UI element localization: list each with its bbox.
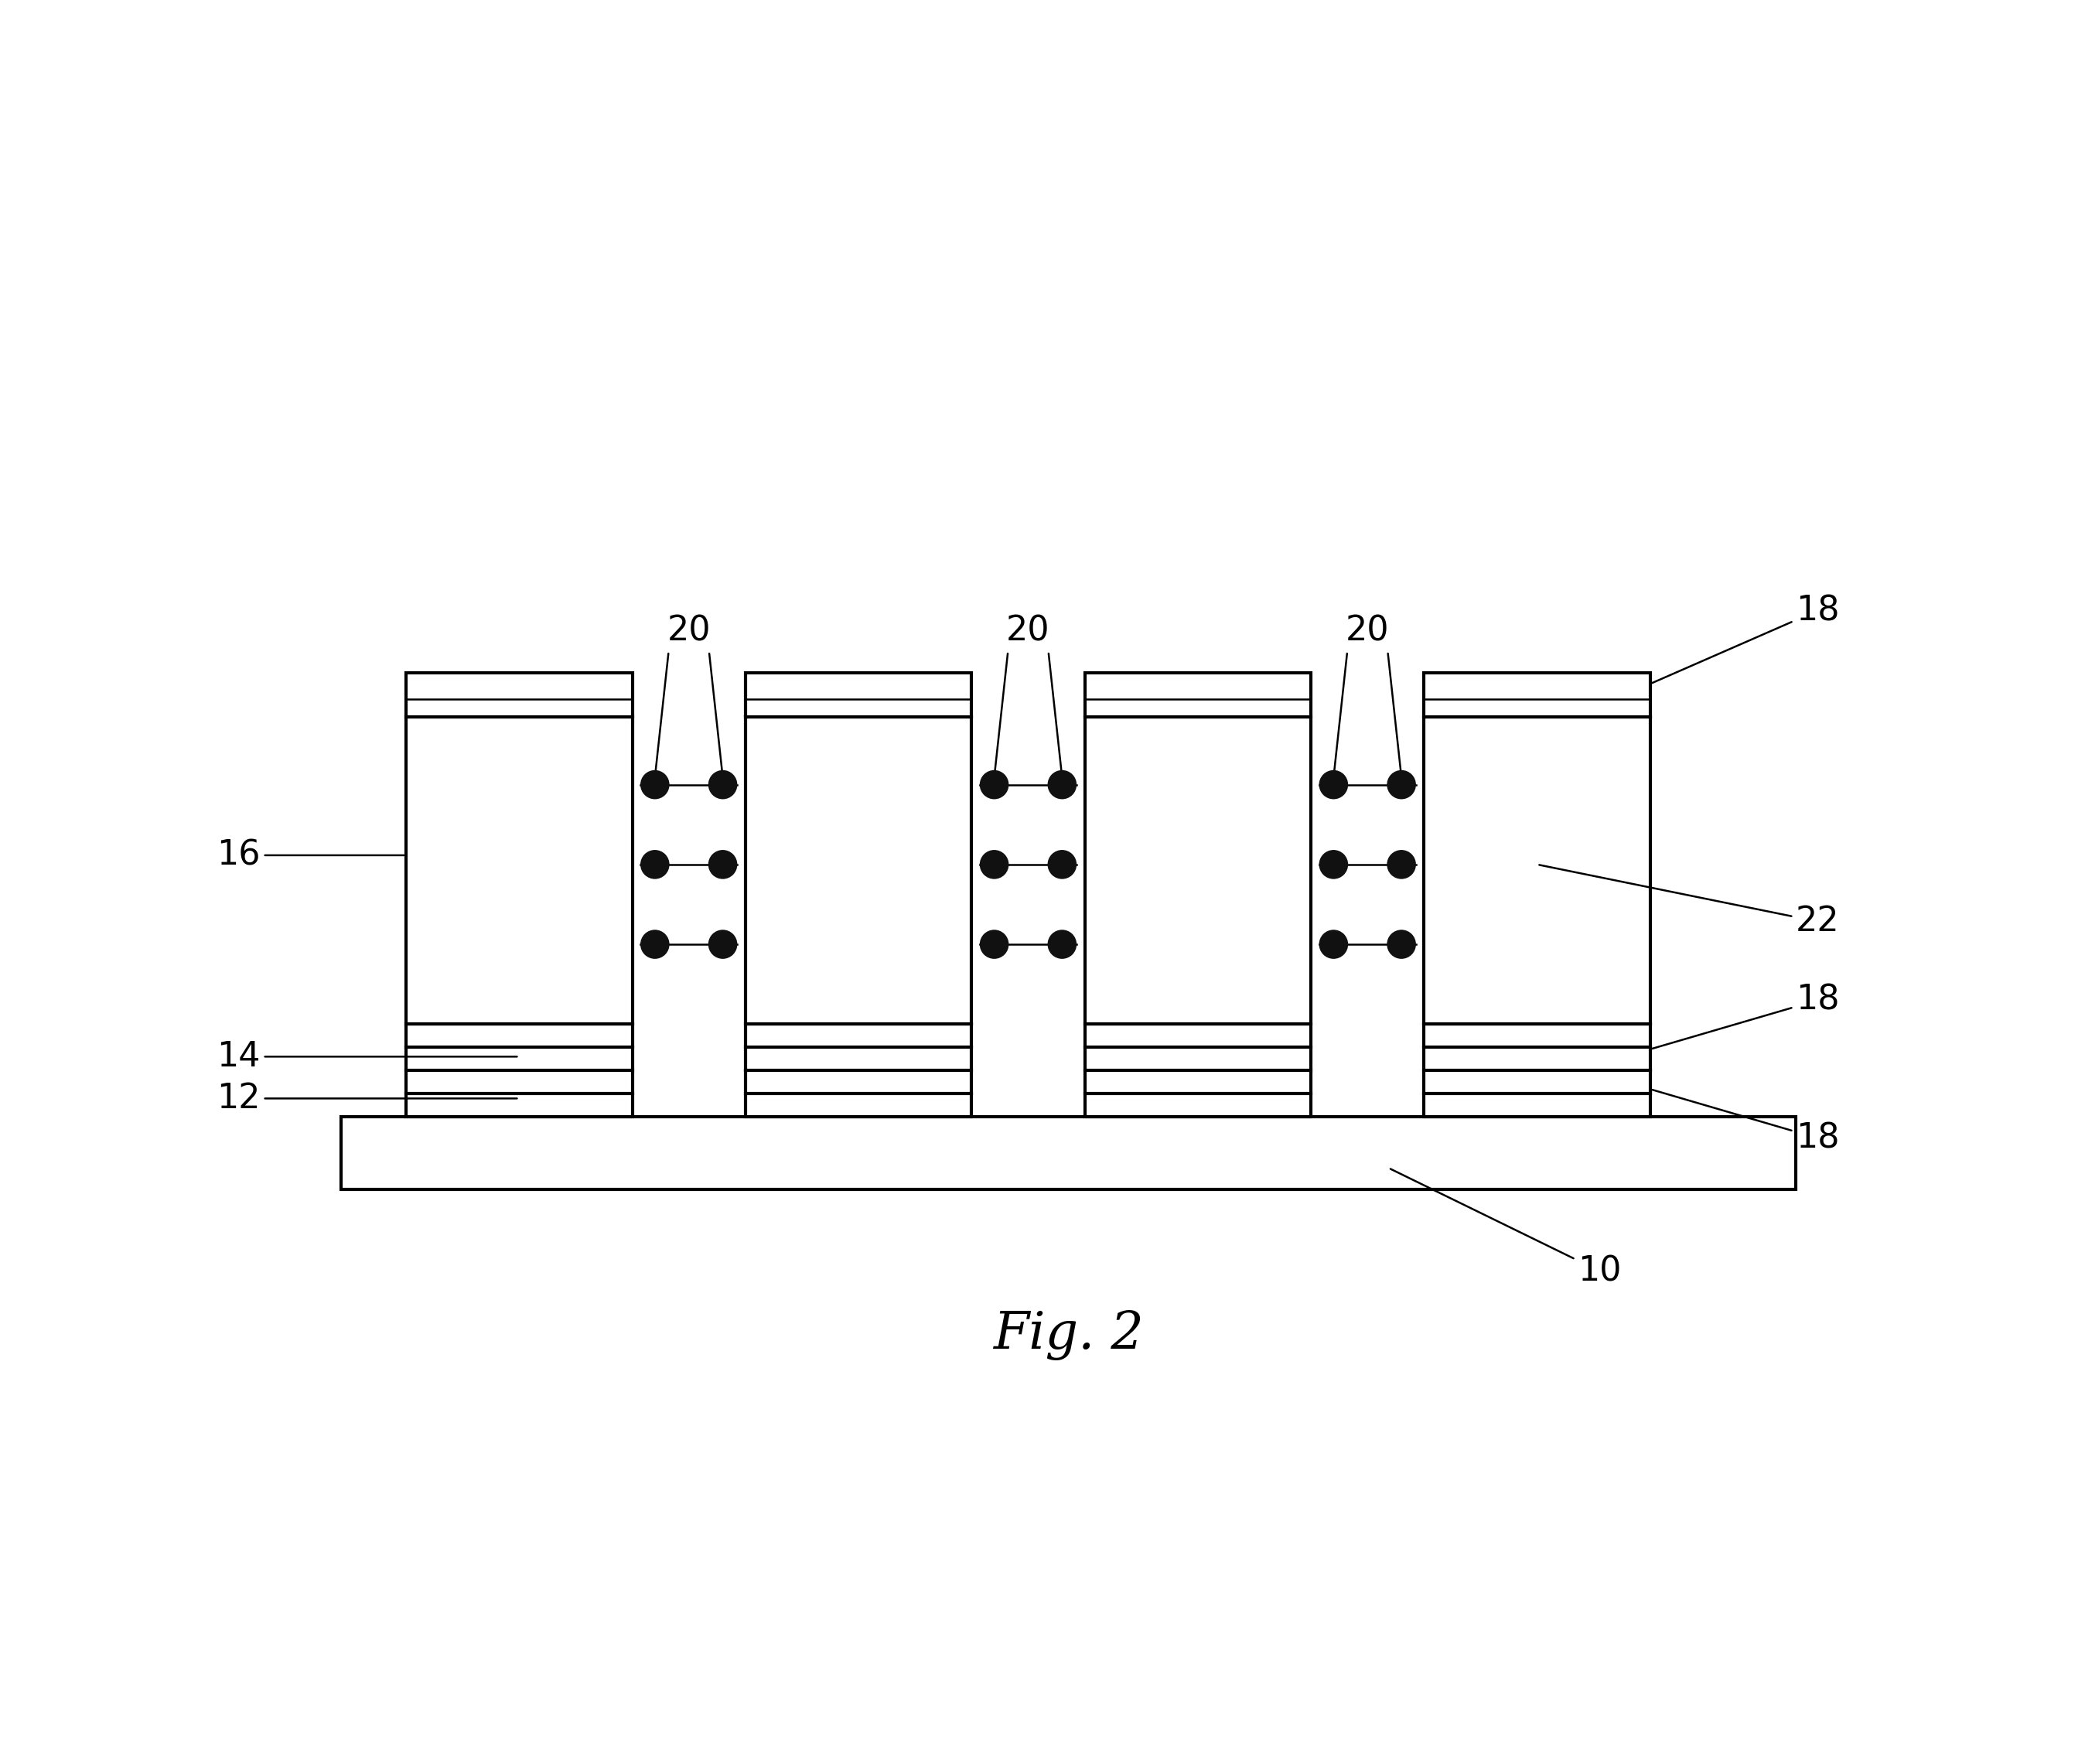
- Text: 20: 20: [1007, 614, 1051, 647]
- Circle shape: [1320, 850, 1349, 878]
- Circle shape: [709, 771, 738, 799]
- Text: 10: 10: [1391, 1170, 1622, 1288]
- Text: 16: 16: [217, 838, 404, 871]
- Text: Fig. 2: Fig. 2: [992, 1311, 1145, 1360]
- Text: 18: 18: [1651, 984, 1839, 1048]
- Bar: [1084, 1025, 1311, 1117]
- Bar: [1424, 718, 1651, 1025]
- Bar: [407, 718, 632, 1025]
- Circle shape: [1047, 850, 1076, 878]
- Circle shape: [1387, 771, 1416, 799]
- Text: 18: 18: [1651, 594, 1839, 683]
- Text: 20: 20: [667, 614, 711, 647]
- Circle shape: [980, 930, 1009, 960]
- Bar: [1084, 672, 1311, 718]
- Circle shape: [709, 930, 738, 960]
- Circle shape: [980, 850, 1009, 878]
- Circle shape: [640, 930, 669, 960]
- Circle shape: [1047, 771, 1076, 799]
- Circle shape: [1320, 930, 1349, 960]
- Circle shape: [640, 771, 669, 799]
- Circle shape: [640, 850, 669, 878]
- Bar: [407, 672, 632, 718]
- Circle shape: [1047, 930, 1076, 960]
- Text: 12: 12: [217, 1081, 517, 1115]
- Circle shape: [1320, 771, 1349, 799]
- Bar: [407, 1025, 632, 1117]
- Circle shape: [1387, 930, 1416, 960]
- Bar: [1424, 672, 1651, 718]
- Bar: [1084, 718, 1311, 1025]
- Circle shape: [1387, 850, 1416, 878]
- Bar: [746, 718, 972, 1025]
- Text: 22: 22: [1539, 864, 1839, 938]
- Bar: [746, 672, 972, 718]
- Circle shape: [709, 850, 738, 878]
- Text: 18: 18: [1651, 1090, 1839, 1155]
- Bar: [342, 1117, 1795, 1189]
- Bar: [746, 1025, 972, 1117]
- Text: 20: 20: [1345, 614, 1389, 647]
- Text: 14: 14: [217, 1041, 517, 1073]
- Bar: [1424, 1025, 1651, 1117]
- Circle shape: [980, 771, 1009, 799]
